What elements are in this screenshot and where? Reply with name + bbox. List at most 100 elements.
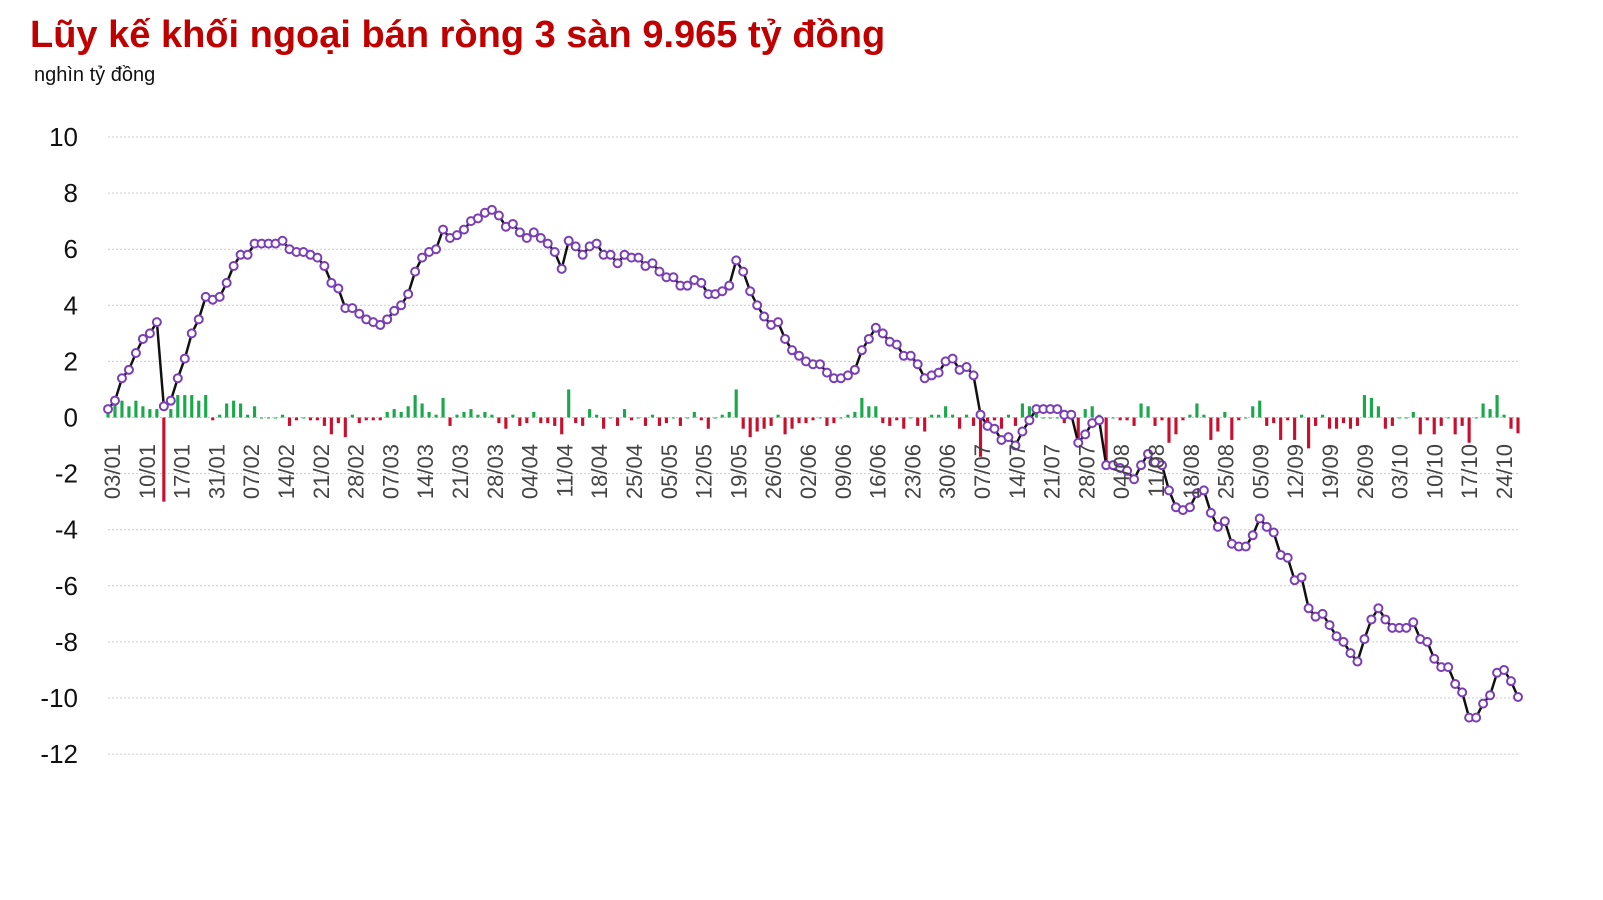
daily-bar [832,417,836,424]
daily-bar [1307,417,1311,449]
daily-bar [1390,417,1394,426]
cumulative-point [912,359,923,370]
daily-bar [266,417,271,419]
daily-bar [462,411,466,418]
cumulative-point [109,395,120,406]
cumulative-point [158,401,169,412]
cumulative-point [1359,634,1370,645]
x-tick-label: 14/03 [413,444,438,499]
daily-bar [1146,406,1150,418]
daily-bar [692,411,696,418]
daily-bar [448,417,452,426]
x-tick-label: 12/05 [692,444,717,499]
cumulative-point [1429,653,1440,664]
daily-bar [1104,417,1108,463]
cumulative-point [961,362,972,373]
daily-bar [343,417,347,438]
daily-bar [1411,411,1415,418]
daily-bar [999,417,1004,429]
daily-bar [155,409,159,418]
daily-bar [1314,417,1318,426]
cumulative-point [856,345,867,356]
daily-bar [1118,417,1122,421]
daily-bar [441,397,445,418]
cumulative-point [528,227,539,238]
daily-bar [1174,417,1178,435]
daily-bar [846,414,850,418]
daily-bar [385,411,389,418]
cumulative-point [228,261,239,272]
daily-bar [1425,417,1429,421]
cumulative-point [277,235,288,246]
x-tick-label: 14/07 [1005,444,1030,499]
cumulative-point [221,277,232,288]
daily-bar [1474,417,1478,419]
x-tick-label: 07/02 [239,444,264,499]
cumulative-point [1017,426,1028,437]
x-tick-label: 30/06 [935,444,960,499]
x-tick-label: 16/06 [866,444,891,499]
daily-bar [406,406,410,418]
cumulative-point [417,252,428,263]
daily-bar [315,417,319,421]
cumulative-point [787,345,798,356]
cumulative-point [724,280,735,291]
cumulative-point [1205,507,1216,518]
daily-bar [1048,417,1052,419]
daily-bar [971,417,976,426]
cumulative-point [1478,698,1489,709]
daily-bar [1355,417,1360,426]
daily-bar [1181,417,1185,421]
daily-bar [218,414,222,418]
daily-bar [699,417,703,421]
cumulative-point [1373,603,1384,614]
daily-bar [1076,417,1080,446]
x-tick-label: 18/08 [1179,444,1204,499]
daily-bar [273,417,278,419]
daily-bar [1027,406,1031,418]
daily-bar [525,417,529,424]
cumulative-point [591,238,602,249]
daily-bar [615,417,620,426]
cumulative-point [849,364,860,375]
daily-bar [1020,403,1024,418]
daily-bar [504,417,508,429]
cumulative-point [354,308,365,319]
daily-bar [1167,417,1171,443]
x-tick-label: 09/06 [831,444,856,499]
cumulative-point [821,367,832,378]
x-tick-label: 21/07 [1040,444,1065,499]
x-tick-label: 24/10 [1492,444,1517,499]
daily-bar [308,417,312,421]
cumulative-point [486,204,497,215]
daily-bar [1376,406,1380,418]
cumulative-point [682,280,693,291]
cumulative-point [556,263,567,274]
x-tick-label: 17/01 [170,444,195,499]
cumulative-point [731,255,742,266]
daily-bar [427,411,431,418]
daily-bar [1258,400,1262,418]
daily-bar [225,403,229,418]
daily-bar [134,400,138,418]
daily-bar [1111,417,1115,419]
daily-bar [1279,417,1283,440]
daily-bar [923,417,927,432]
cumulative-point [975,409,986,420]
daily-bar [392,409,396,418]
cumulative-point [452,230,463,241]
daily-bar [148,409,152,418]
daily-bar [1272,417,1276,424]
daily-bar [888,417,892,426]
daily-bar [239,403,243,418]
daily-bar [1327,417,1332,429]
cumulative-point [535,232,546,243]
cumulative-point [1163,485,1174,496]
daily-bar [211,417,215,421]
daily-bar [1348,417,1353,429]
cumulative-point [507,218,518,229]
cumulative-point [333,283,344,294]
chart-title: Lũy kế khối ngoại bán ròng 3 sàn 9.965 t… [30,14,886,56]
x-tick-label: 26/09 [1353,444,1378,499]
daily-bar [1383,417,1387,429]
